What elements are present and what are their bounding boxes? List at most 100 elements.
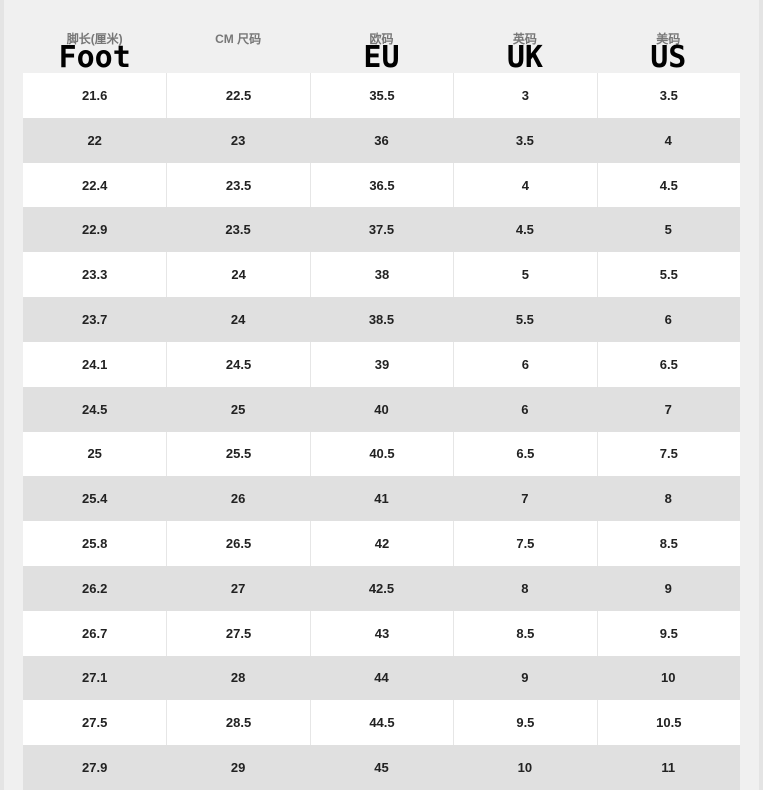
table-cell: 5.5 <box>596 252 740 298</box>
table-cell: 4 <box>664 132 672 148</box>
table-cell: 9.5 <box>596 610 740 656</box>
table-row <box>23 117 740 163</box>
table-cell: 5 <box>453 252 596 298</box>
column-label: 美码 <box>656 32 681 46</box>
table-row <box>23 297 740 342</box>
table-cell: 25 <box>230 401 246 417</box>
table-row <box>23 207 740 253</box>
table-cell: 45 <box>374 760 389 776</box>
table-cell: 3.5 <box>596 73 740 118</box>
table-cell: 26.2 <box>82 580 108 596</box>
table-cell: 9 <box>664 580 672 596</box>
table-cell: 43 <box>309 610 453 656</box>
table-cell: 42 <box>309 521 453 566</box>
table-row <box>23 700 740 746</box>
table-cell: 9 <box>521 670 529 686</box>
table-cell: 42.5 <box>368 580 395 596</box>
table-row <box>23 73 740 118</box>
table-cell: 29 <box>230 760 246 776</box>
table-cell: 27.1 <box>82 670 108 686</box>
table-cell: 9.5 <box>453 700 596 746</box>
column-code: US <box>650 40 687 75</box>
table-cell: 36 <box>374 132 389 148</box>
table-cell: 25.8 <box>82 536 108 552</box>
table-cell: 6.5 <box>596 341 740 387</box>
column-label: CM 尺码 <box>215 32 262 46</box>
table-cell: 8 <box>521 580 529 596</box>
column-code: EU <box>363 40 400 75</box>
table-cell: 27.5 <box>82 715 108 731</box>
table-cell: 3 <box>453 73 596 118</box>
table-row <box>23 521 740 566</box>
table-cell: 4.5 <box>515 222 534 238</box>
column-code: UK <box>506 40 543 75</box>
table-cell: 23.5 <box>225 222 251 238</box>
column-label: 欧码 <box>369 32 394 46</box>
table-row <box>23 476 740 522</box>
table-cell: 22.4 <box>82 177 108 193</box>
table-cell: 38 <box>309 252 453 298</box>
table-cell: 7 <box>664 401 672 417</box>
table-cell: 40 <box>374 401 389 417</box>
table-row <box>23 610 740 656</box>
table-cell: 26 <box>230 491 246 507</box>
table-cell: 23 <box>230 132 246 148</box>
table-row <box>23 341 740 387</box>
table-cell: 24 <box>230 311 246 327</box>
table-cell: 24.1 <box>82 356 108 372</box>
table-cell: 44.5 <box>309 700 453 746</box>
table-row <box>23 252 740 298</box>
table-cell: 24.5 <box>82 401 108 417</box>
table-cell: 10.5 <box>596 700 740 746</box>
table-cell: 22 <box>87 132 102 148</box>
table-row <box>23 655 740 701</box>
table-cell: 24.5 <box>166 341 309 387</box>
table-row <box>23 565 740 611</box>
table-cell: 7.5 <box>453 521 596 566</box>
table-row <box>23 431 740 477</box>
table-cell: 7.5 <box>596 431 740 477</box>
table-cell: 8 <box>664 491 672 507</box>
table-cell: 6 <box>521 401 529 417</box>
table-cell: 8.5 <box>453 610 596 656</box>
table-cell: 25.5 <box>166 431 309 477</box>
table-cell: 10 <box>661 670 676 686</box>
table-cell: 26.7 <box>82 625 108 641</box>
table-cell: 35.5 <box>309 73 453 118</box>
table-cell: 37.5 <box>368 222 395 238</box>
table-cell: 6.5 <box>453 431 596 477</box>
table-cell: 10 <box>517 760 533 776</box>
table-cell: 24 <box>166 252 309 298</box>
table-cell: 5.5 <box>515 311 534 327</box>
table-cell: 23.3 <box>82 267 108 283</box>
table-cell: 28.5 <box>166 700 309 746</box>
table-cell: 25 <box>87 446 102 462</box>
table-cell: 23.7 <box>82 311 108 327</box>
table-cell: 21.6 <box>82 87 108 103</box>
table-cell: 40.5 <box>309 431 453 477</box>
table-cell: 36.5 <box>309 162 453 208</box>
table-row <box>23 745 740 790</box>
table-cell: 8.5 <box>596 521 740 566</box>
table-cell: 6 <box>453 341 596 387</box>
table-cell: 28 <box>230 670 246 686</box>
table-cell: 38.5 <box>368 311 395 327</box>
column-label: 英码 <box>512 32 537 46</box>
table-cell: 7 <box>521 491 529 507</box>
table-cell: 11 <box>661 760 676 776</box>
table-cell: 4.5 <box>596 162 740 208</box>
table-row <box>23 162 740 208</box>
table-cell: 44 <box>374 670 389 686</box>
table-cell: 5 <box>664 222 672 238</box>
table-cell: 27 <box>230 580 246 596</box>
table-row <box>23 386 740 432</box>
table-cell: 22.9 <box>82 222 108 238</box>
table-cell: 6 <box>664 311 672 327</box>
table-cell: 27.5 <box>166 610 309 656</box>
table-cell: 3.5 <box>515 132 534 148</box>
table-cell: 22.5 <box>166 73 309 118</box>
table-cell: 23.5 <box>166 162 309 208</box>
column-label: 脚长(厘米) <box>66 32 123 46</box>
table-cell: 27.9 <box>82 760 108 776</box>
